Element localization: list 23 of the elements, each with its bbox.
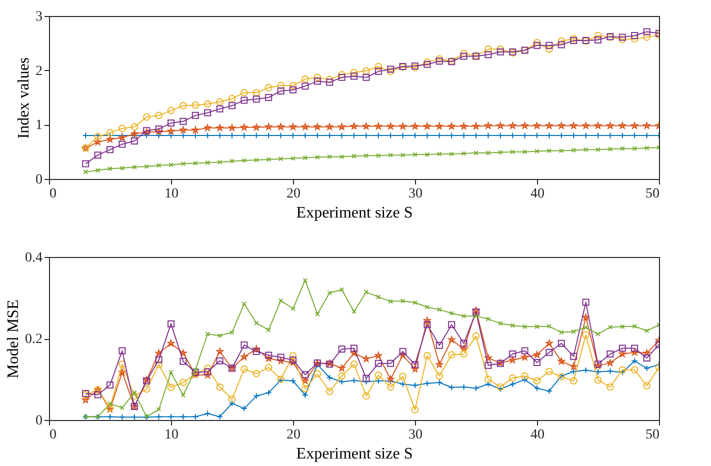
x-axis-title: Experiment size S — [296, 204, 413, 222]
x-tick-label: 0 — [50, 428, 56, 442]
x-tick-label: 40 — [530, 186, 544, 202]
x-tick-label: 30 — [408, 428, 422, 442]
x-tick-label: 20 — [286, 186, 300, 202]
x-axis-title: Experiment size S — [296, 446, 413, 462]
y-axis-title: Model MSE — [5, 300, 22, 378]
x-tick-label: 20 — [286, 428, 300, 442]
y-tick-label: 0.4 — [25, 250, 42, 266]
x-tick-label: 50 — [646, 186, 660, 202]
x-tick-label: 30 — [408, 186, 422, 202]
y-tick-label: 0 — [36, 172, 42, 188]
x-tick-label: 10 — [164, 428, 178, 442]
y-axis-title: Index values — [16, 57, 32, 139]
y-tick-label: 3 — [36, 10, 42, 24]
x-tick-label: 0 — [50, 186, 56, 202]
y-tick-label: 0.2 — [25, 332, 42, 347]
x-tick-label: 50 — [646, 428, 660, 442]
y-tick-label: 2 — [36, 64, 42, 79]
x-tick-label: 10 — [164, 186, 178, 202]
y-tick-label: 1 — [36, 118, 42, 134]
y-tick-label: 0 — [36, 414, 42, 428]
x-tick-label: 40 — [530, 428, 544, 442]
